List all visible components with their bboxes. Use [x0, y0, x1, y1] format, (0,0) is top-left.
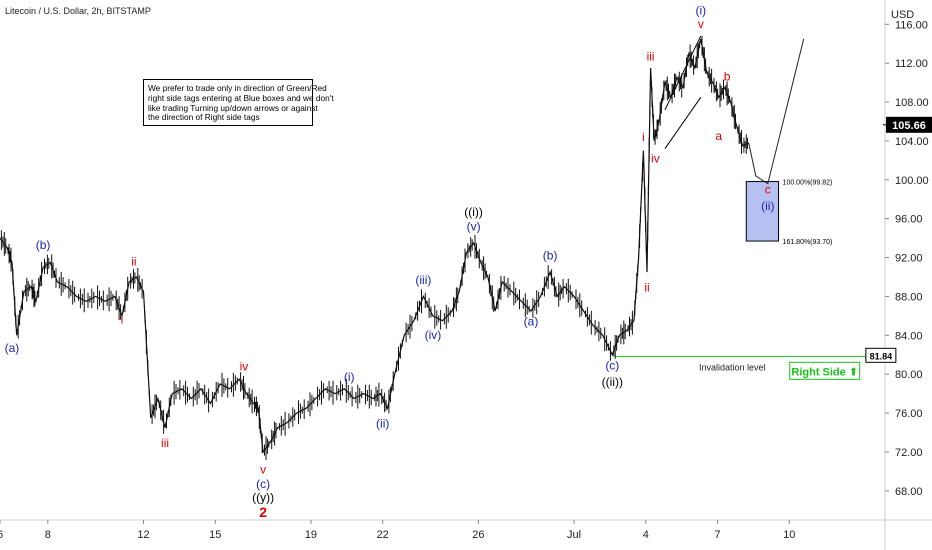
x-tick-label: 6 — [0, 529, 3, 541]
note-line: the direction of Right side tags — [148, 112, 260, 123]
y-tick-label: 112.00 — [895, 58, 928, 70]
wave-label: (iii) — [415, 273, 431, 287]
wave-label: v — [698, 17, 704, 31]
y-tick-label: 96.00 — [895, 214, 923, 226]
y-tick-label: 116.00 — [895, 19, 928, 31]
x-tick-label: 10 — [783, 529, 795, 541]
wave-label: iv — [651, 151, 660, 165]
wave-label: (a) — [524, 315, 539, 329]
x-tick-label: 15 — [209, 529, 221, 541]
wave-label: (i) — [344, 370, 355, 384]
right-side-tag-box — [789, 361, 861, 380]
x-tick-label: 4 — [643, 529, 649, 541]
wave-label: 2 — [259, 504, 267, 520]
wave-label: (ii) — [761, 199, 774, 213]
wave-label: ((ii)) — [602, 375, 623, 389]
note-line: right side tags entering at Blue boxes a… — [148, 92, 334, 103]
note-line: We prefer to trade only in direction of … — [148, 83, 327, 93]
wave-label: ((i)) — [464, 205, 483, 219]
wave-label: (ii) — [376, 417, 389, 431]
wave-label: (c) — [256, 477, 270, 491]
wedge-line — [664, 96, 702, 149]
x-tick-label: Jul — [567, 529, 581, 541]
wave-label: a — [715, 129, 722, 143]
y-tick-label: 92.00 — [895, 253, 923, 265]
wave-label: (v) — [467, 219, 481, 233]
x-tick-label: 19 — [305, 529, 317, 541]
x-tick-label: 8 — [45, 529, 51, 541]
wedge-line — [664, 35, 702, 111]
y-tick-label: 80.00 — [895, 369, 923, 381]
wave-label: iii — [161, 436, 169, 450]
currency-label: USD — [891, 9, 914, 21]
invalidation-price-box — [865, 347, 897, 363]
right-side-tag: Right Side ⬆ — [791, 366, 858, 378]
wave-label: (c) — [605, 358, 619, 372]
wave-label: i — [642, 130, 645, 144]
wave-label: iii — [647, 49, 655, 63]
wave-label: (iv) — [425, 328, 442, 342]
wave-label: iv — [240, 359, 249, 373]
wave-label: ii — [644, 281, 649, 295]
last-price-badge — [886, 116, 932, 133]
price-line — [0, 38, 749, 454]
wave-label: (a) — [5, 341, 20, 355]
wave-label: i — [121, 313, 124, 327]
wave-label: c — [765, 182, 771, 196]
fib-level-label: 100.00%(99.82) — [783, 180, 833, 187]
wave-label: (b) — [543, 249, 558, 263]
invalidation-price: 81.84 — [870, 351, 893, 361]
wave-label: b — [724, 70, 731, 84]
y-tick-label: 88.00 — [895, 291, 923, 303]
last-price-label: 105.66 — [892, 120, 926, 132]
invalidation-label: Invalidation level — [699, 362, 766, 372]
wave-label: ((y)) — [252, 491, 274, 505]
x-tick-label: 7 — [715, 529, 721, 541]
x-tick-label: 12 — [137, 529, 149, 541]
y-tick-label: 76.00 — [895, 408, 923, 420]
projection-path — [748, 38, 805, 185]
y-tick-label: 72.00 — [895, 447, 923, 459]
wave-label: (i) — [695, 4, 706, 18]
wave-label: v — [260, 462, 266, 476]
wave-label: ii — [131, 254, 136, 268]
price-wicks — [0, 35, 748, 460]
y-tick-label: 100.00 — [895, 175, 929, 187]
x-tick-label: 22 — [377, 529, 389, 541]
chart-header: Litecoin / U.S. Dollar, 2h, BITSTAMP — [5, 6, 151, 16]
y-tick-label: 84.00 — [895, 330, 923, 342]
strategy-note: We prefer to trade only in direction of … — [143, 79, 334, 126]
note-line: like trading Turning up/down arrows or a… — [148, 102, 318, 113]
y-tick-label: 108.00 — [895, 97, 929, 109]
y-tick-label: 68.00 — [895, 486, 923, 498]
y-tick-label: 104.00 — [895, 136, 929, 148]
blue-box-zone — [745, 181, 780, 242]
wave-label: (b) — [36, 238, 51, 252]
x-tick-label: 26 — [472, 529, 484, 541]
fib-level-label: 161.80%(93.70) — [783, 239, 833, 246]
